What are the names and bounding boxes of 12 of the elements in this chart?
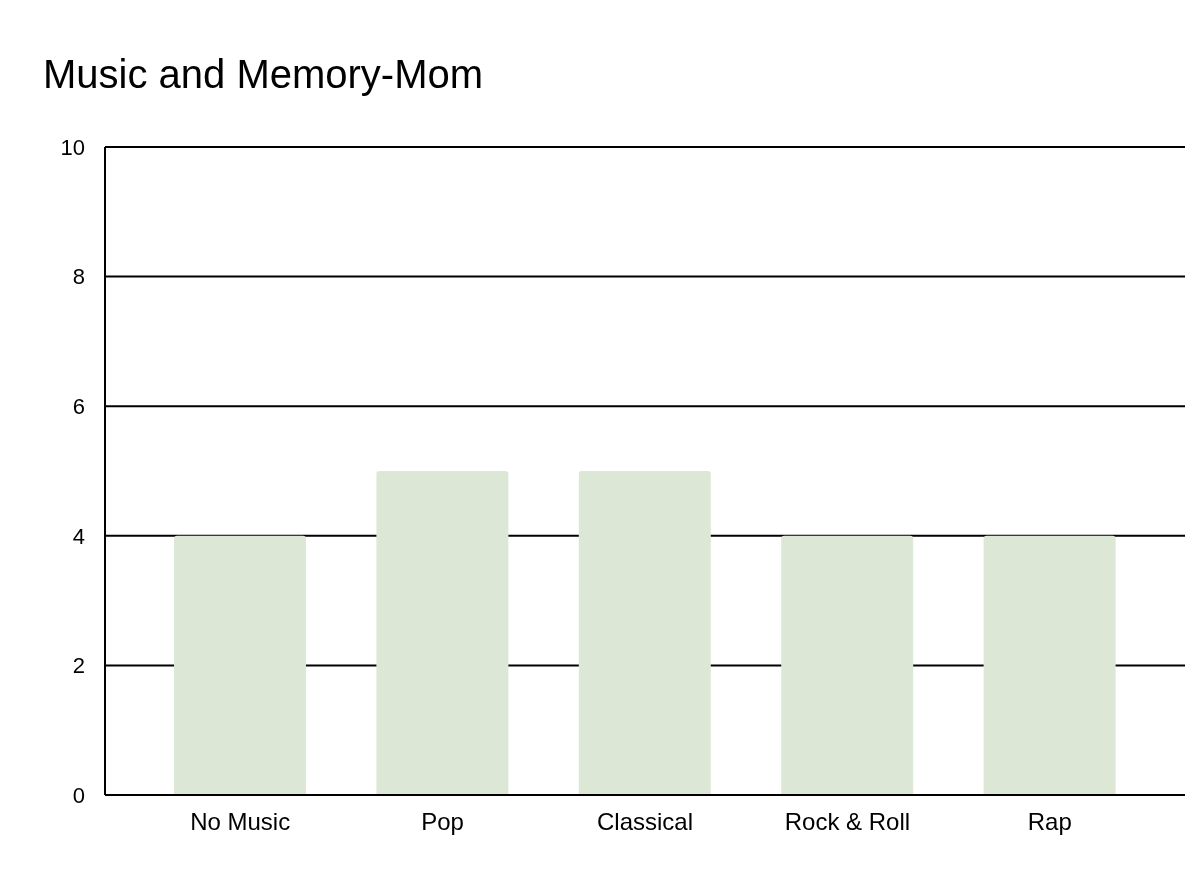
x-tick-label: Rock & Roll — [784, 808, 911, 836]
x-tick-label: Pop — [421, 808, 464, 836]
y-tick-label: 4 — [72, 523, 85, 549]
y-tick-label: 8 — [72, 264, 85, 290]
y-tick-label: 6 — [72, 394, 85, 420]
x-tick-label: Rap — [1027, 808, 1072, 836]
chart-title: Music and Memory-Mom — [43, 52, 484, 97]
x-tick-label: No Music — [190, 808, 291, 836]
y-tick-label: 0 — [72, 782, 85, 808]
y-tick-label: 2 — [72, 653, 85, 679]
x-tick-label: Classical — [596, 808, 694, 836]
y-tick-label: 10 — [60, 134, 85, 160]
